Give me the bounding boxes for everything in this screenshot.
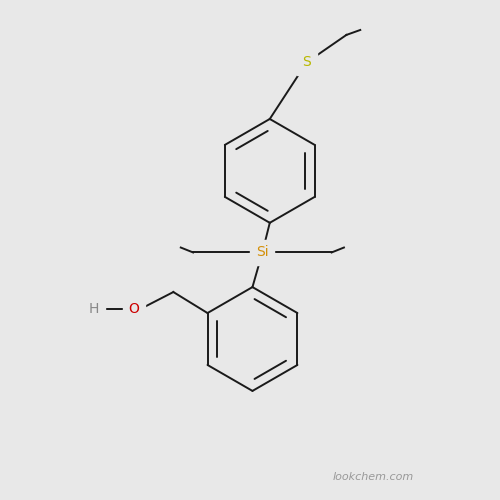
Text: S: S bbox=[302, 55, 311, 69]
Text: lookchem.com: lookchem.com bbox=[333, 472, 414, 482]
Text: O: O bbox=[128, 302, 139, 316]
Text: H: H bbox=[89, 302, 100, 316]
Text: Si: Si bbox=[256, 246, 268, 260]
